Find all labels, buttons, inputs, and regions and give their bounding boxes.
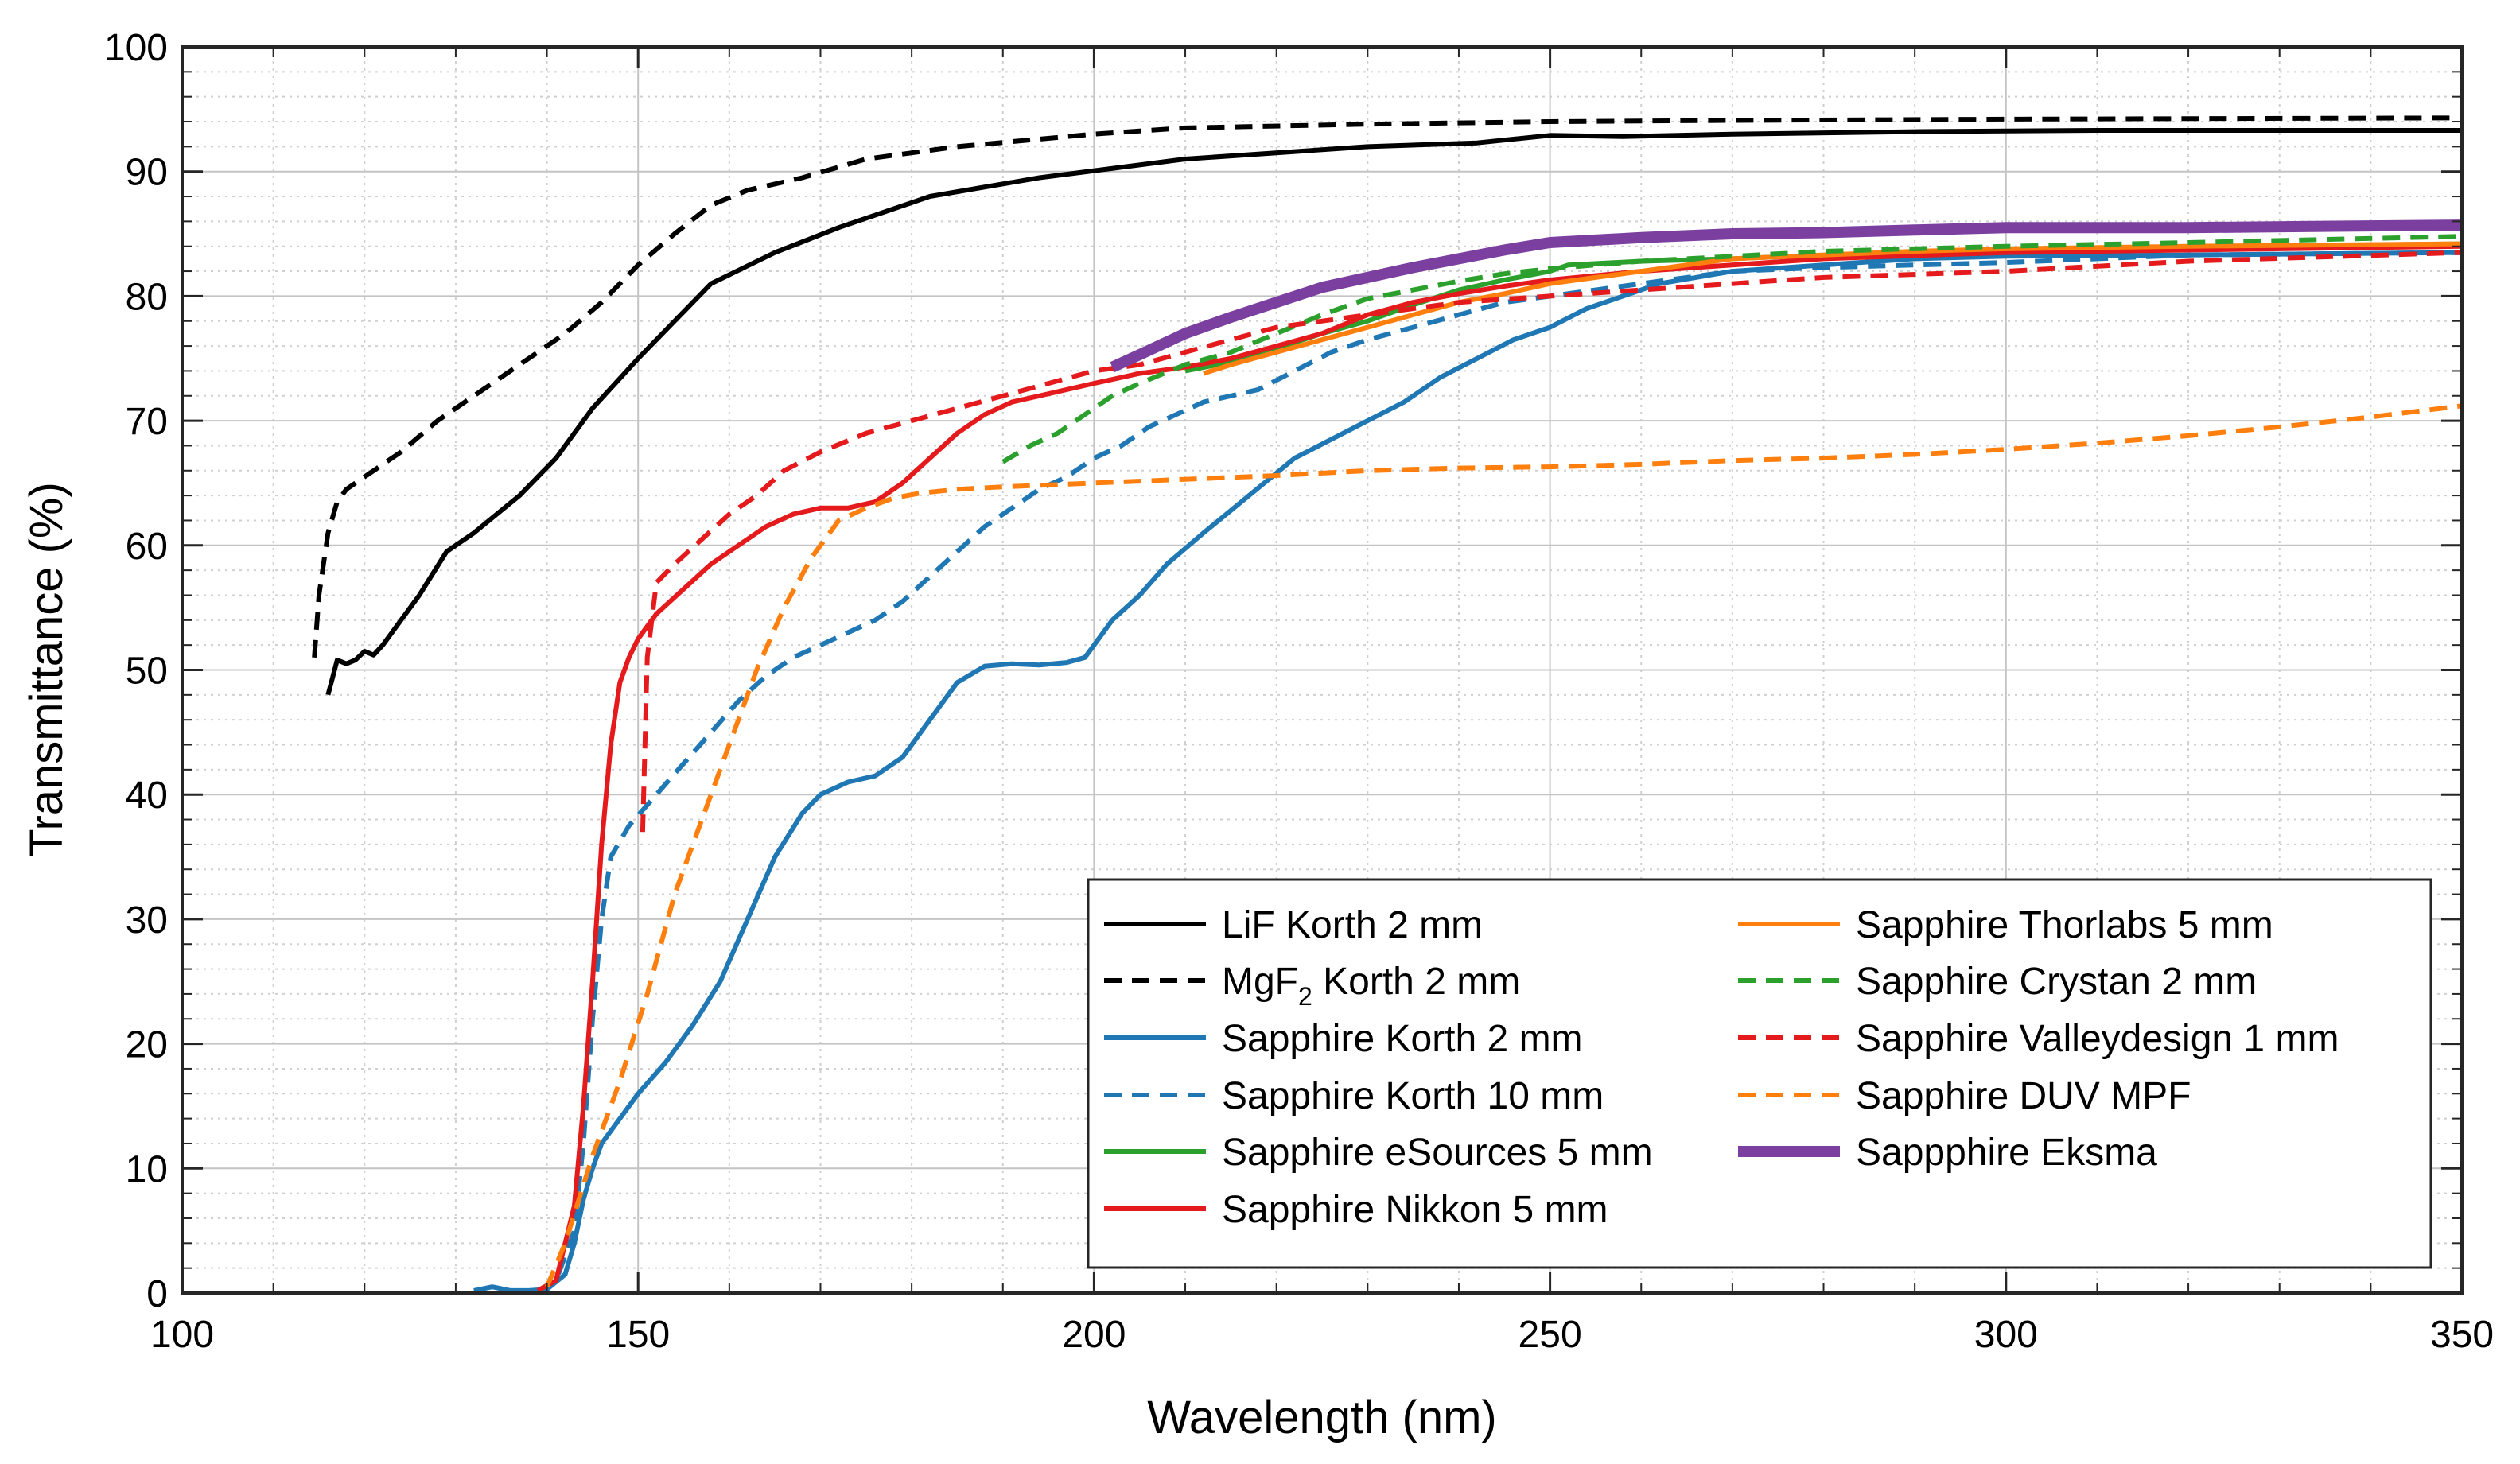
legend: LiF Korth 2 mm MgF2 Korth 2 mm Sapphire Ko…: [1087, 878, 2432, 1269]
legend-label-sapphire-valleydesign-1-mm: Sapphire Valleydesign 1 mm: [1856, 1018, 2339, 1060]
y-tick-labels: 0 10 20 30 40 50 60 70 80 90 100: [104, 27, 168, 1315]
legend-label-mgf-korth-2-mm: MgF2 Korth 2 mm: [1222, 961, 1520, 1011]
series-layer: [312, 115, 2463, 1293]
y-tick-label: 70: [126, 401, 168, 443]
legend-label-sapphire-nikkon-5-mm: Sapphire Nikkon 5 mm: [1222, 1189, 1608, 1231]
y-tick-label: 20: [126, 1024, 168, 1066]
series-line-sapphire-crystan-2-mm: [1001, 234, 2463, 464]
x-tick-label: 150: [606, 1314, 670, 1356]
y-tick-label: 50: [126, 650, 168, 693]
series-line-mgf-korth-2-mm: [312, 115, 2463, 658]
legend-label-sappphire-eksma: Sappphire Eksma: [1856, 1132, 2157, 1174]
axis-ticks: [181, 45, 2464, 1295]
series-line-sapphire-korth-2-mm: [473, 250, 2463, 1293]
y-tick-label: 90: [126, 152, 168, 194]
x-tick-labels: 100 150 200 250 300 350: [150, 1314, 2494, 1356]
y-tick-label: 80: [126, 276, 168, 318]
y-tick-label: 60: [126, 526, 168, 568]
x-tick-label: 250: [1519, 1314, 1582, 1356]
x-axis-label: Wavelength (nm): [1147, 1392, 1496, 1443]
y-tick-label: 100: [104, 27, 168, 69]
y-axis-label: Transmittance (%): [21, 482, 72, 857]
legend-label-sapphire-thorlabs-5-mm: Sapphire Thorlabs 5 mm: [1856, 904, 2273, 946]
legend-label-sapphire-esources-5-mm: Sapphire eSources 5 mm: [1222, 1132, 1653, 1174]
series-line-sappphire-eksma: [1110, 219, 2463, 373]
y-tick-label: 0: [146, 1273, 168, 1315]
series-line-sapphire-thorlabs-5-mm: [1203, 241, 2463, 376]
legend-label-sapphire-crystan-2-mm: Sapphire Crystan 2 mm: [1856, 961, 2257, 1003]
y-tick-label: 40: [126, 775, 168, 817]
y-tick-label: 30: [126, 899, 168, 942]
legend-box: [1087, 878, 2432, 1269]
series-line-sapphire-nikkon-5-mm: [536, 243, 2463, 1293]
series-line-lif-korth-2-mm: [325, 128, 2462, 696]
x-tick-label: 300: [1974, 1314, 2038, 1356]
legend-label-sapphire-korth-2-mm: Sapphire Korth 2 mm: [1222, 1018, 1583, 1060]
y-tick-label: 10: [126, 1148, 168, 1190]
x-tick-label: 100: [150, 1314, 214, 1356]
legend-label-lif-korth-2-mm: LiF Korth 2 mm: [1222, 904, 1483, 946]
x-tick-label: 200: [1062, 1314, 1126, 1356]
legend-label-sapphire-korth-10-mm: Sapphire Korth 10 mm: [1222, 1075, 1604, 1117]
series-line-sapphire-duv-mpf: [544, 403, 2463, 1288]
series-line-sapphire-valleydesign-1-mm: [640, 250, 2463, 833]
x-tick-label: 350: [2430, 1314, 2494, 1356]
legend-label-sapphire-duv-mpf: Sapphire DUV MPF: [1856, 1075, 2191, 1117]
